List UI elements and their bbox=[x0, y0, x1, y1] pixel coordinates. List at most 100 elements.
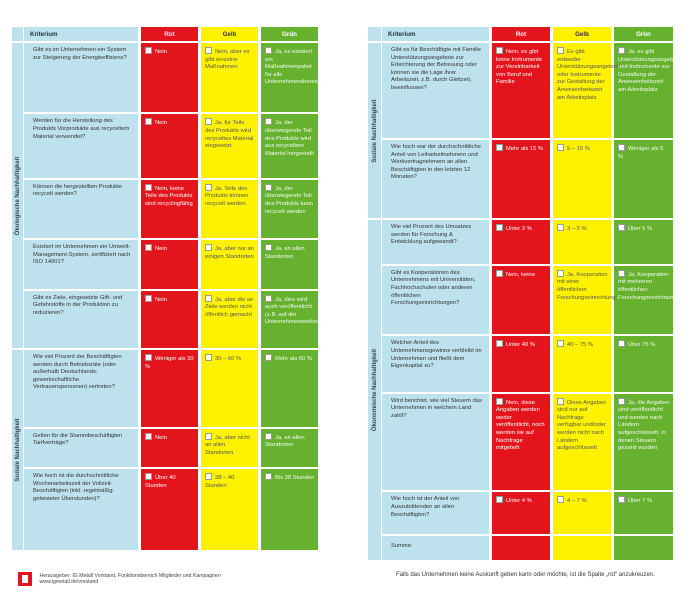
checkbox[interactable] bbox=[496, 397, 503, 405]
ig-metall-logo-icon bbox=[18, 572, 32, 586]
checkbox[interactable] bbox=[618, 496, 625, 504]
option-gruen[interactable]: Über 5 % bbox=[614, 220, 673, 266]
option-rot[interactable]: Über 40 Stunden bbox=[141, 469, 198, 552]
checkbox[interactable] bbox=[265, 47, 272, 54]
option-rot[interactable]: Unter 4 % bbox=[492, 492, 550, 536]
criterion-text: Gibt es für Beschäftigte mit Familie Unt… bbox=[382, 43, 489, 141]
option-rot[interactable]: Weniger als 30 % bbox=[141, 350, 198, 429]
option-gruen[interactable]: Ja, Kooperation mit mehreren öffentliche… bbox=[614, 265, 683, 337]
option-gelb[interactable]: Nein, aber es gibt einzelne Maßnahmen bbox=[201, 43, 258, 115]
checkbox[interactable] bbox=[496, 269, 503, 277]
option-gruen[interactable]: Ja, es existiert ein Maßnahmenpaket für … bbox=[261, 43, 325, 115]
option-gruen[interactable]: Weniger als 5 % bbox=[614, 140, 673, 220]
option-rot[interactable]: Nein bbox=[141, 290, 198, 350]
checkbox[interactable] bbox=[557, 144, 564, 152]
summe-rot-field[interactable] bbox=[492, 535, 550, 562]
option-gelb[interactable]: Ja, Kooperation mit einer öffentlichen F… bbox=[553, 265, 616, 337]
checkbox[interactable] bbox=[496, 144, 503, 152]
option-gelb[interactable]: 40 – 75 % bbox=[553, 336, 611, 394]
section-label-oekonomisch: Ökonomische Nachhaltigkeit bbox=[368, 220, 382, 562]
option-rot[interactable]: Nein bbox=[141, 240, 198, 291]
option-gruen[interactable]: Ja, die Angaben sind veröffentlicht und … bbox=[614, 393, 673, 493]
checkbox[interactable] bbox=[205, 294, 212, 302]
option-gelb[interactable]: Ja, aber nur an einigen Standorten bbox=[201, 240, 258, 291]
option-gelb[interactable]: 4 – 7 % bbox=[553, 492, 611, 536]
checkbox[interactable] bbox=[145, 118, 152, 126]
option-gelb[interactable]: 30 – 60 % bbox=[201, 350, 258, 429]
option-gruen[interactable]: Ja, es gibt Unterstützungsangebote und I… bbox=[614, 43, 681, 141]
section-label-sozial: Soziale Nachhaltigkeit bbox=[368, 43, 382, 220]
checkbox[interactable] bbox=[496, 340, 503, 348]
option-gelb[interactable]: Diese Angaben sind nur auf Nachfrage ver… bbox=[553, 393, 611, 493]
checkbox[interactable] bbox=[496, 224, 503, 231]
checkbox[interactable] bbox=[145, 354, 152, 361]
option-gruen[interactable]: Mehr als 60 % bbox=[261, 350, 318, 429]
checkbox[interactable] bbox=[557, 496, 564, 504]
checkbox[interactable] bbox=[145, 183, 152, 191]
option-rot[interactable]: Nein, keine bbox=[492, 265, 550, 337]
checkbox[interactable] bbox=[557, 269, 564, 277]
checkbox[interactable] bbox=[265, 183, 272, 191]
summe-gelb-field[interactable] bbox=[553, 535, 611, 562]
checkbox[interactable] bbox=[265, 473, 272, 481]
checkbox[interactable] bbox=[205, 244, 212, 252]
checkbox[interactable] bbox=[496, 496, 503, 504]
header-gruen: Grün bbox=[261, 27, 318, 43]
checkbox[interactable] bbox=[205, 118, 212, 126]
checkbox[interactable] bbox=[265, 354, 272, 361]
option-gelb[interactable]: Ja, Teile des Produkts können recycelt w… bbox=[201, 179, 258, 241]
option-rot[interactable]: Mehr als 15 % bbox=[492, 140, 550, 220]
checkbox[interactable] bbox=[618, 269, 625, 277]
checkbox[interactable] bbox=[145, 473, 152, 481]
option-rot[interactable]: Nein bbox=[141, 43, 198, 115]
checkbox[interactable] bbox=[557, 397, 564, 405]
option-gruen[interactable]: Über 7 % bbox=[614, 492, 673, 536]
checkbox[interactable] bbox=[618, 47, 625, 54]
checkbox[interactable] bbox=[557, 224, 564, 231]
option-gelb[interactable]: Ja, aber nicht an allen Standorten bbox=[201, 428, 258, 470]
checkbox[interactable] bbox=[145, 432, 152, 440]
checkbox[interactable] bbox=[145, 294, 152, 302]
option-rot[interactable]: Nein, es gibt keine Instrumente zur Vere… bbox=[492, 43, 550, 141]
option-gruen[interactable]: Ja, der überwiegende Teil des Produkts k… bbox=[261, 179, 318, 241]
option-rot[interactable]: Unter 3 % bbox=[492, 220, 550, 266]
option-gelb[interactable]: 5 – 15 % bbox=[553, 140, 611, 220]
option-gelb[interactable]: 3 – 5 % bbox=[553, 220, 611, 266]
option-gelb[interactable]: Ja, für Teile des Produkts wird recycelt… bbox=[201, 114, 258, 180]
option-rot[interactable]: Unter 40 % bbox=[492, 336, 550, 394]
option-gruen[interactable]: Ja, der überwiegende Teil des Produkts w… bbox=[261, 114, 318, 180]
checkbox[interactable] bbox=[557, 340, 564, 348]
checkbox[interactable] bbox=[557, 47, 564, 54]
option-gruen[interactable]: Ja, an allen Standorten bbox=[261, 428, 318, 470]
checkbox[interactable] bbox=[618, 397, 625, 405]
checkbox[interactable] bbox=[265, 432, 272, 440]
option-gruen[interactable]: Ja, dies wird auch veröffentlicht (z.B. … bbox=[261, 290, 325, 350]
option-rot[interactable]: Nein bbox=[141, 114, 198, 180]
publisher-url[interactable]: www.igmetall.de/vorstand bbox=[39, 579, 99, 585]
checkbox[interactable] bbox=[618, 340, 625, 348]
checkbox[interactable] bbox=[618, 144, 625, 152]
checkbox[interactable] bbox=[205, 354, 212, 361]
checkbox[interactable] bbox=[205, 432, 212, 440]
checkbox[interactable] bbox=[205, 47, 212, 54]
option-rot[interactable]: Nein, diese Angaben werden weder veröffe… bbox=[492, 393, 550, 493]
option-rot[interactable]: Nein, keine Teile des Produkts sind recy… bbox=[141, 179, 198, 241]
criterion-text: Gibt es Kooperationen des Unternehmens m… bbox=[382, 265, 489, 337]
checkbox[interactable] bbox=[496, 47, 503, 54]
checkbox[interactable] bbox=[205, 183, 212, 191]
option-gruen[interactable]: Bis 38 Stunden bbox=[261, 469, 318, 552]
checkbox[interactable] bbox=[205, 473, 212, 481]
checkbox[interactable] bbox=[265, 294, 272, 302]
checkbox[interactable] bbox=[265, 244, 272, 252]
checkbox[interactable] bbox=[265, 118, 272, 126]
summe-gruen-field[interactable] bbox=[614, 535, 673, 562]
option-gelb[interactable]: Es gibt entweder Unterstützungsangebote … bbox=[553, 43, 620, 141]
option-gelb[interactable]: Ja, aber die se Ziele werden nicht öffen… bbox=[201, 290, 258, 350]
option-gelb[interactable]: 38 – 40 Stunden bbox=[201, 469, 258, 552]
checkbox[interactable] bbox=[618, 224, 625, 231]
option-gruen[interactable]: Ja, an allen Standorten bbox=[261, 240, 318, 291]
option-gruen[interactable]: Über 75 % bbox=[614, 336, 673, 394]
checkbox[interactable] bbox=[145, 244, 152, 252]
option-rot[interactable]: Nein bbox=[141, 428, 198, 470]
checkbox[interactable] bbox=[145, 47, 152, 54]
